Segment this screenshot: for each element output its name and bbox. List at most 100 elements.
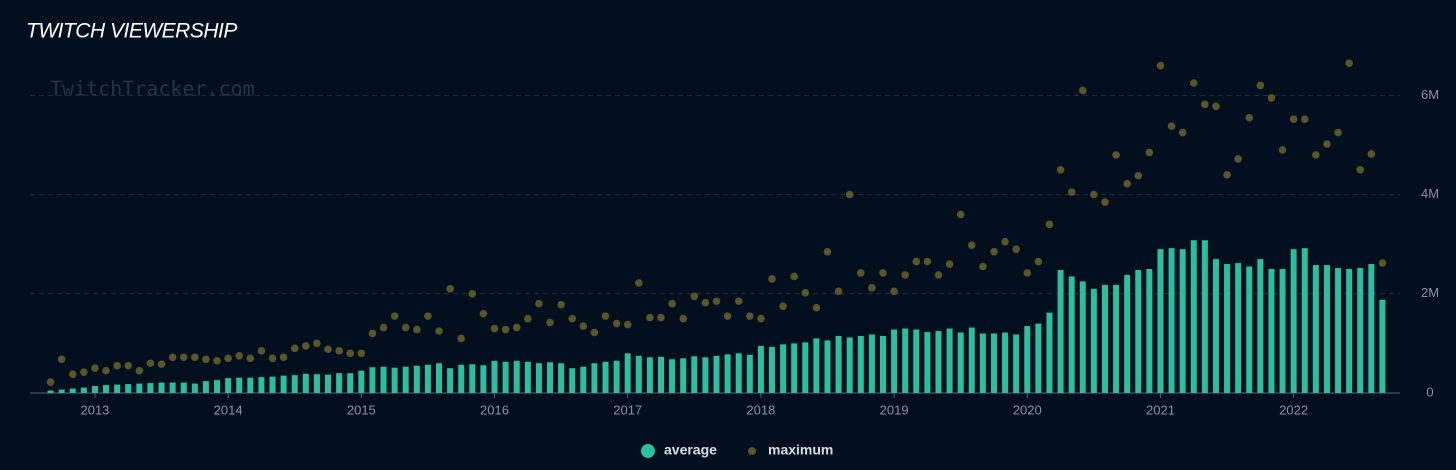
dot [868, 284, 876, 292]
y-tick-label: 2M [1421, 285, 1439, 300]
bar [1068, 276, 1075, 393]
dot [1067, 188, 1076, 196]
dot [1101, 198, 1109, 206]
dot [1090, 190, 1098, 199]
dot [546, 318, 554, 327]
bar [136, 383, 143, 393]
y-tick-label: 0 [1426, 384, 1433, 399]
bar [1224, 264, 1231, 393]
bar [291, 375, 298, 393]
bar [602, 361, 609, 393]
bar [1323, 265, 1330, 393]
dot [1378, 259, 1387, 267]
dot [357, 349, 366, 358]
dot [379, 323, 388, 332]
bar [680, 358, 687, 393]
bar [225, 378, 232, 393]
dot [1256, 81, 1265, 90]
dot [146, 359, 155, 368]
dot [779, 302, 787, 311]
dot [579, 322, 588, 330]
dot [135, 366, 144, 375]
x-tick-label: 2017 [613, 402, 642, 417]
y-tick-label: 4M [1421, 186, 1439, 201]
dot [1034, 257, 1043, 266]
x-tick-label: 2014 [214, 402, 243, 417]
dot [590, 328, 599, 337]
bar [202, 381, 209, 393]
dot [279, 353, 288, 362]
dot [890, 287, 898, 296]
bar [990, 333, 997, 393]
bar [1312, 265, 1319, 393]
dot [646, 313, 654, 322]
x-tick-label: 2020 [1013, 402, 1042, 417]
bar [1346, 269, 1353, 393]
bar [780, 344, 787, 393]
dot [124, 361, 133, 370]
legend-marker [641, 444, 655, 458]
x-tick-label: 2013 [80, 402, 109, 417]
bar [480, 365, 487, 393]
dot [757, 314, 765, 323]
dot [235, 352, 244, 360]
bar [1146, 269, 1153, 393]
dot [335, 347, 343, 355]
bar [91, 386, 98, 393]
bar [1024, 326, 1031, 393]
bar [1079, 281, 1086, 393]
bar [114, 384, 121, 393]
bar [502, 361, 509, 393]
bar [247, 377, 254, 393]
bar [1212, 259, 1219, 393]
bar [1290, 249, 1297, 393]
dot [1045, 220, 1054, 229]
bar [669, 359, 676, 393]
dot [1178, 128, 1187, 137]
dot [823, 247, 832, 256]
dot [1323, 140, 1331, 148]
bar [857, 335, 864, 393]
dot [524, 314, 532, 323]
dot [1012, 245, 1020, 253]
legend-marker [748, 447, 756, 455]
bar [1046, 312, 1053, 393]
bar [458, 364, 465, 393]
dot [224, 354, 232, 363]
dot [479, 309, 488, 318]
bar [691, 356, 698, 393]
dot [557, 300, 565, 309]
bar [902, 328, 909, 393]
bar [1235, 263, 1242, 393]
legend-label: maximum [768, 442, 833, 458]
dot [401, 323, 410, 332]
dot [80, 368, 88, 376]
bar [635, 355, 642, 393]
dot [91, 364, 99, 373]
bar [735, 353, 742, 393]
bar [968, 327, 975, 393]
bar [1201, 240, 1208, 393]
bar [1135, 269, 1142, 393]
bar [624, 353, 631, 393]
bar [513, 360, 520, 393]
bar [358, 370, 365, 393]
bar [1057, 269, 1064, 393]
dot [712, 297, 721, 306]
bar [436, 363, 443, 393]
bar [103, 385, 110, 393]
bar [535, 363, 542, 393]
bar [868, 334, 875, 393]
x-tick-label: 2018 [746, 402, 775, 417]
bar [1301, 248, 1308, 393]
bar [258, 377, 265, 393]
bar [424, 364, 431, 393]
dot [1078, 86, 1087, 95]
bar [1190, 240, 1197, 393]
dot [290, 344, 299, 353]
dot [168, 353, 177, 362]
dot [790, 272, 798, 281]
bar [1101, 284, 1108, 393]
dot [1278, 146, 1287, 154]
dot [324, 345, 332, 354]
